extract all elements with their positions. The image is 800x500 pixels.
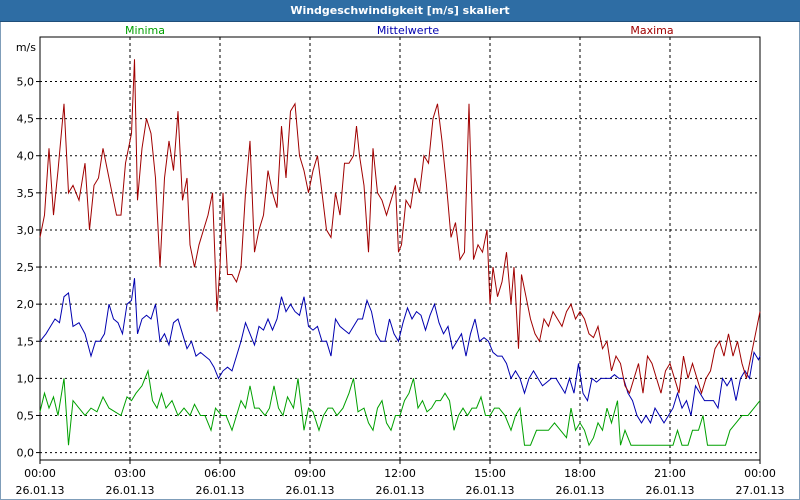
legend-minima: Minima	[125, 24, 165, 37]
y-tick-label: 2,5	[17, 261, 35, 274]
y-tick-label: 1,5	[17, 335, 35, 348]
y-tick-label: 3,0	[17, 224, 35, 237]
y-tick-label: 2,0	[17, 298, 35, 311]
y-tick-label: 5,0	[17, 76, 35, 89]
y-tick-label: 1,0	[17, 372, 35, 385]
y-tick-label: 4,5	[17, 113, 35, 126]
y-axis-label: m/s	[16, 41, 36, 54]
x-tick-time: 00:00	[24, 467, 56, 480]
legend-mittelwerte: Mittelwerte	[377, 24, 440, 37]
y-tick-label: 0,5	[17, 409, 35, 422]
x-tick-date: 26.01.13	[286, 484, 335, 497]
x-tick-date: 26.01.13	[646, 484, 695, 497]
chart-title: Windgeschwindigkeit [m/s] skaliert	[0, 0, 800, 22]
x-tick-date: 27.01.13	[736, 484, 785, 497]
legend-maxima: Maxima	[630, 24, 673, 37]
grid	[36, 37, 761, 464]
x-tick-date: 26.01.13	[466, 484, 515, 497]
y-tick-label: 0,0	[17, 447, 35, 460]
x-tick-time: 18:00	[564, 467, 596, 480]
plot-area	[39, 36, 761, 461]
series-line-minima	[39, 369, 761, 447]
x-tick-date: 26.01.13	[106, 484, 155, 497]
tick-labels: 0,0 0,5 1,0 1,5 2,0 2,5 3,0 3,5 4,0 4,5 5,0 00:00 26…	[16, 76, 785, 497]
x-tick-time: 03:00	[114, 467, 146, 480]
x-tick-time: 00:00	[744, 467, 776, 480]
x-tick-date: 26.01.13	[196, 484, 245, 497]
x-tick-time: 21:00	[654, 467, 686, 480]
x-tick-time: 15:00	[474, 467, 506, 480]
y-tick-label: 3,5	[17, 187, 35, 200]
x-tick-time: 12:00	[384, 467, 416, 480]
series-line-mittelwerte	[39, 278, 761, 425]
x-tick-time: 09:00	[294, 467, 326, 480]
series-layer	[39, 59, 761, 447]
x-tick-date: 26.01.13	[376, 484, 425, 497]
x-tick-date: 26.01.13	[556, 484, 605, 497]
x-tick-time: 06:00	[204, 467, 236, 480]
series-line-maxima	[39, 59, 761, 395]
x-tick-date: 26.01.13	[16, 484, 65, 497]
y-tick-label: 4,0	[17, 150, 35, 163]
legend: Minima Mittelwerte Maxima	[125, 24, 674, 37]
